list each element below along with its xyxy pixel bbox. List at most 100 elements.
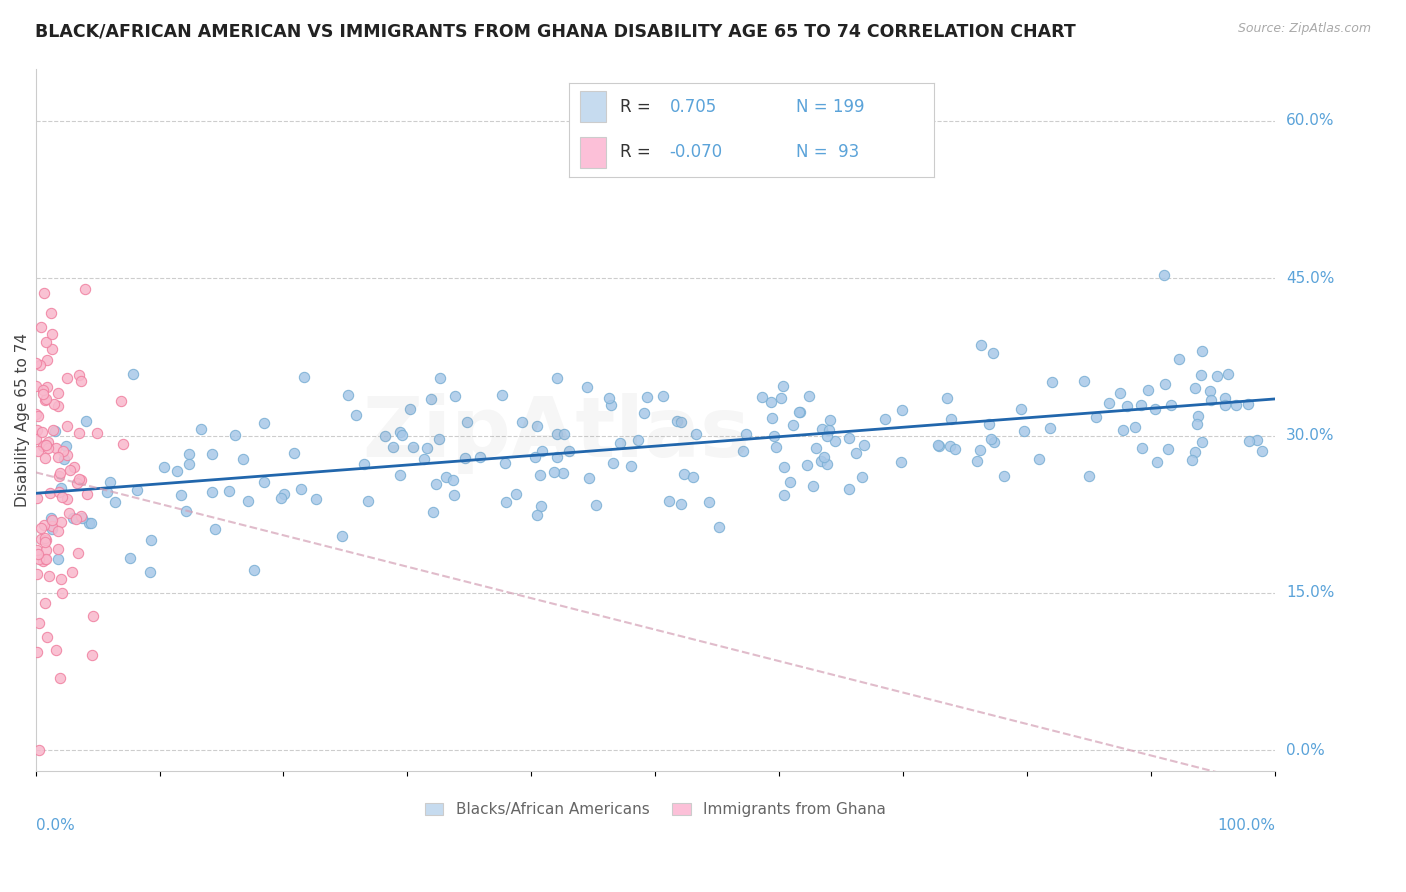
Point bbox=[578, 471, 600, 485]
Point bbox=[943, 442, 966, 457]
Point bbox=[425, 477, 447, 491]
Point bbox=[170, 488, 193, 502]
Point bbox=[1160, 398, 1182, 412]
Point bbox=[815, 428, 838, 442]
Point bbox=[53, 452, 76, 467]
Legend: Blacks/African Americans, Immigrants from Ghana: Blacks/African Americans, Immigrants fro… bbox=[419, 797, 891, 823]
Point bbox=[852, 438, 875, 452]
Point bbox=[1189, 368, 1212, 382]
Point bbox=[734, 426, 756, 441]
Point bbox=[27, 547, 49, 561]
Point bbox=[46, 552, 69, 566]
Point bbox=[845, 446, 868, 460]
Point bbox=[420, 392, 443, 407]
Point bbox=[49, 572, 72, 586]
Point bbox=[75, 282, 97, 296]
Point bbox=[966, 454, 988, 468]
Point bbox=[28, 615, 51, 630]
Point bbox=[769, 391, 792, 405]
Point bbox=[797, 389, 820, 403]
Text: 15.0%: 15.0% bbox=[1286, 585, 1334, 600]
Point bbox=[30, 521, 52, 535]
Point bbox=[77, 516, 100, 530]
Point bbox=[969, 443, 991, 458]
Point bbox=[62, 511, 84, 525]
Point bbox=[401, 440, 423, 454]
Point bbox=[443, 488, 465, 502]
Point bbox=[772, 378, 794, 392]
Point bbox=[609, 436, 631, 450]
Point bbox=[672, 467, 695, 482]
Point bbox=[28, 552, 51, 566]
Point bbox=[86, 426, 108, 441]
Point bbox=[765, 440, 787, 454]
Point bbox=[1012, 424, 1035, 438]
Point bbox=[204, 522, 226, 536]
Point bbox=[890, 403, 912, 417]
Point bbox=[602, 456, 624, 470]
Point bbox=[41, 327, 63, 342]
Point bbox=[983, 434, 1005, 449]
Point bbox=[1084, 409, 1107, 424]
Point bbox=[1213, 391, 1236, 405]
Point bbox=[179, 457, 201, 471]
Point bbox=[811, 422, 834, 436]
Point bbox=[669, 497, 692, 511]
Point bbox=[42, 424, 65, 438]
Point bbox=[201, 447, 224, 461]
Point bbox=[1039, 421, 1062, 435]
Point bbox=[283, 446, 305, 460]
Point bbox=[38, 569, 60, 583]
Point bbox=[30, 319, 52, 334]
Point bbox=[30, 532, 52, 546]
Point bbox=[1028, 452, 1050, 467]
Point bbox=[636, 390, 658, 404]
Point bbox=[27, 423, 49, 437]
Point bbox=[491, 388, 513, 402]
Point bbox=[58, 507, 80, 521]
Point bbox=[1191, 344, 1213, 359]
Point bbox=[599, 398, 621, 412]
Point bbox=[381, 440, 404, 454]
Point bbox=[873, 412, 896, 426]
Point bbox=[782, 417, 804, 432]
Point bbox=[1246, 434, 1268, 448]
Point bbox=[801, 478, 824, 492]
Point bbox=[290, 483, 312, 497]
Point bbox=[252, 416, 274, 430]
Point bbox=[67, 425, 90, 440]
Point bbox=[1153, 268, 1175, 282]
Point bbox=[510, 415, 533, 429]
Point bbox=[456, 415, 478, 429]
Point bbox=[52, 444, 75, 458]
Point bbox=[65, 512, 87, 526]
Point bbox=[890, 455, 912, 469]
Point bbox=[598, 391, 620, 405]
Point bbox=[1098, 396, 1121, 410]
Point bbox=[82, 609, 104, 624]
Point bbox=[336, 388, 359, 402]
Point bbox=[34, 393, 56, 408]
Point bbox=[49, 671, 72, 685]
Point bbox=[796, 458, 818, 472]
Text: ZipAtlas: ZipAtlas bbox=[363, 393, 751, 475]
Point bbox=[48, 485, 70, 500]
Point bbox=[1181, 452, 1204, 467]
Point bbox=[49, 516, 72, 530]
Text: 0.0%: 0.0% bbox=[35, 819, 75, 833]
Point bbox=[353, 458, 375, 472]
Point bbox=[526, 508, 548, 523]
Point bbox=[980, 432, 1002, 446]
Point bbox=[1237, 434, 1260, 448]
Point bbox=[24, 432, 46, 446]
Point bbox=[110, 394, 132, 409]
Point bbox=[1184, 381, 1206, 395]
Point bbox=[779, 475, 801, 489]
Point bbox=[330, 529, 353, 543]
Point bbox=[25, 408, 48, 422]
Point bbox=[121, 367, 143, 381]
Point bbox=[413, 451, 436, 466]
Text: 100.0%: 100.0% bbox=[1218, 819, 1275, 833]
Point bbox=[48, 467, 70, 481]
Point bbox=[1216, 367, 1239, 381]
